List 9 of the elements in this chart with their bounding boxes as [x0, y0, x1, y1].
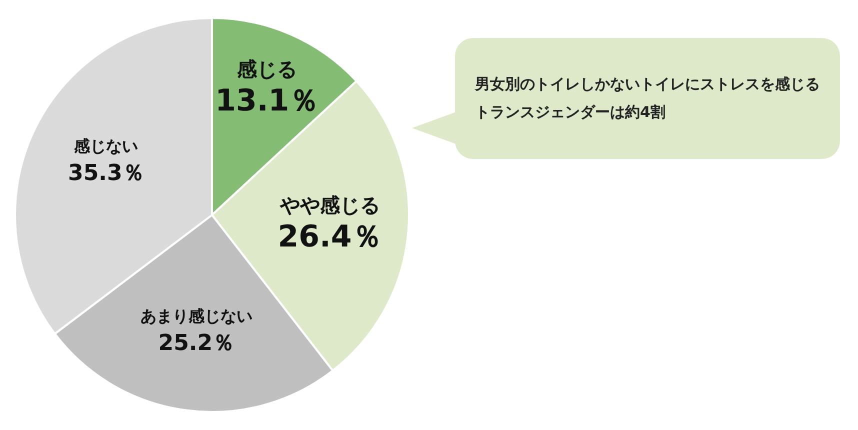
slice-label: やや感じる [278, 192, 380, 217]
data-label: 35.3％ [68, 161, 144, 186]
text: 男女別のトイレしかないトイレにストレスを感じるトランスジェンダーは約4割 [475, 74, 820, 123]
data-label: 13.1％ [215, 83, 320, 118]
slice-label: あまり感じない [140, 306, 252, 326]
slice-label: 感じない [73, 136, 138, 156]
data-label: 26.4％ [278, 219, 382, 254]
slice-label: 感じる [236, 56, 298, 81]
data-label: 25.2％ [158, 330, 235, 356]
